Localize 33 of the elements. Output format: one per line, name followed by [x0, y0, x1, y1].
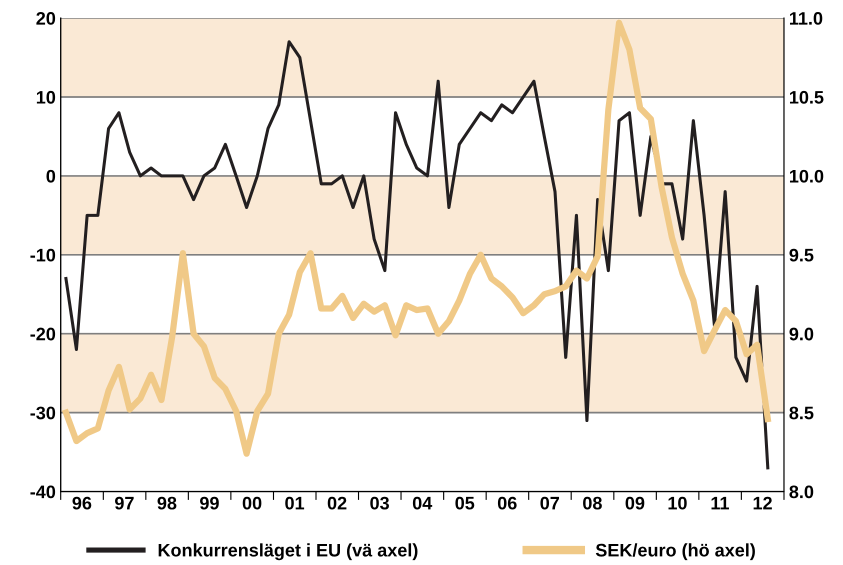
- y-tick-label: -40: [30, 485, 56, 498]
- y2-tick-label: 9.0: [789, 328, 814, 340]
- x-tick-label: 03: [370, 496, 389, 510]
- x-tick-label: 11: [712, 496, 729, 510]
- y-tick-label: 0: [46, 170, 56, 183]
- x-tick-label: 04: [412, 496, 432, 510]
- x-tick-label: 05: [455, 496, 474, 510]
- x-tick-label: 07: [540, 496, 560, 510]
- legend-label: Konkurrensläget i EU (vä axel): [158, 543, 418, 560]
- legend-label: SEK/euro (hö axel): [596, 543, 755, 560]
- y2-tick-label: 11.0: [790, 12, 822, 25]
- x-tick-label: 06: [498, 496, 517, 510]
- y2-tick-label: 10.5: [790, 90, 824, 104]
- x-tick-label: 08: [583, 496, 602, 510]
- y-tick-label: -10: [30, 248, 56, 262]
- x-tick-label: 99: [200, 496, 219, 510]
- x-tick-label: 98: [158, 496, 176, 510]
- y-tick-label: 20: [36, 12, 56, 25]
- x-tick-label: 10: [668, 496, 687, 510]
- x-tick-label: 00: [242, 496, 262, 510]
- x-tick-label: 97: [114, 496, 134, 510]
- y-tick-label: 10: [36, 90, 56, 104]
- y-tick-label: -20: [30, 328, 56, 340]
- y2-tick-label: 9.5: [789, 248, 814, 262]
- x-tick-label: 09: [626, 496, 644, 510]
- y-tick-label: -30: [30, 406, 56, 420]
- x-tick-label: 01: [285, 496, 304, 510]
- y2-tick-label: 8.5: [789, 406, 814, 420]
- y2-tick-label: 10.0: [790, 170, 824, 183]
- y2-tick-label: 8.0: [789, 485, 814, 498]
- x-tick-label: 12: [754, 496, 772, 510]
- x-tick-label: 96: [72, 496, 92, 510]
- x-tick-label: 02: [328, 496, 346, 510]
